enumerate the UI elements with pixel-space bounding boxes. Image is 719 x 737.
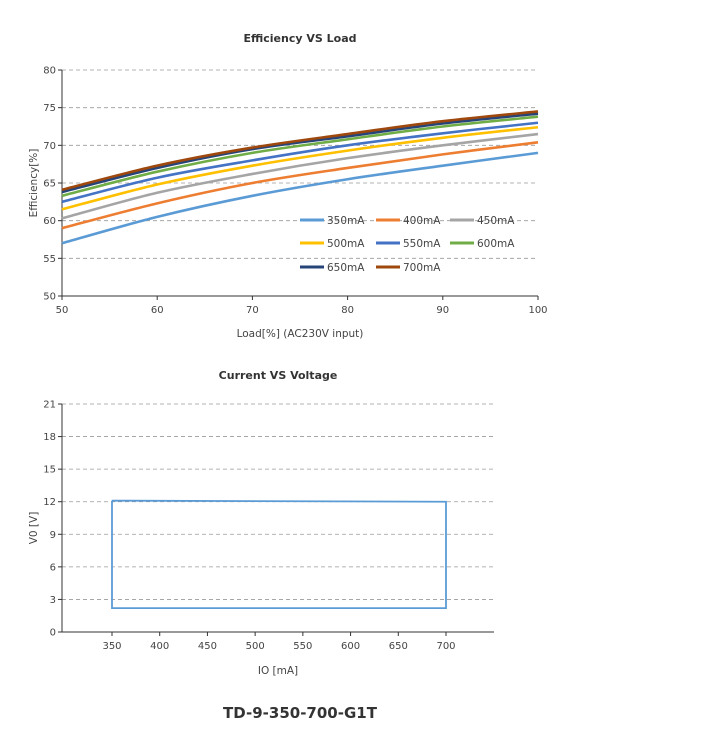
current-voltage-chart: Current VS Voltage 0 3 6 9 12 15 18 21 350 400 450… <box>28 369 494 677</box>
cv-y-tick-label: 12 <box>43 497 56 508</box>
efficiency-x-tick-label: 100 <box>528 305 547 316</box>
cv-x-tick-label: 600 <box>341 641 360 652</box>
cv-x-tick-label: 500 <box>246 641 265 652</box>
legend-label-450mA: 450mA <box>477 215 515 227</box>
efficiency-x-tick-label: 50 <box>56 305 69 316</box>
series-line-600mA <box>61 115 539 198</box>
efficiency-x-tick-label: 60 <box>151 305 164 316</box>
current-voltage-x-axis-label: IO [mA] <box>258 665 298 677</box>
efficiency-chart: Efficiency VS Load 50 55 60 65 70 75 80 50 60 70 8… <box>28 32 548 340</box>
efficiency-y-tick-label: 55 <box>43 254 56 265</box>
efficiency-chart-title: Efficiency VS Load <box>243 32 356 45</box>
operating-window-outline <box>111 499 447 610</box>
legend-label-650mA: 650mA <box>327 262 365 274</box>
series-line-650mA <box>61 112 539 194</box>
cv-x-tick-label: 650 <box>389 641 408 652</box>
efficiency-y-tick-label: 65 <box>43 179 56 190</box>
cv-x-tick-label: 350 <box>102 641 121 652</box>
cv-y-tick-label: 21 <box>43 400 56 411</box>
legend-label-400mA: 400mA <box>403 215 441 227</box>
series-line-450mA <box>61 132 539 220</box>
cv-x-tick-label: 450 <box>198 641 217 652</box>
efficiency-y-tick-label: 80 <box>43 66 56 77</box>
legend-label-600mA: 600mA <box>477 238 515 250</box>
efficiency-y-tick-label: 50 <box>43 292 56 303</box>
series-line-550mA <box>61 121 539 204</box>
cv-y-tick-label: 6 <box>50 562 56 573</box>
legend-label-500mA: 500mA <box>327 238 365 250</box>
efficiency-x-tick-label: 90 <box>436 305 449 316</box>
cv-x-tick-label: 400 <box>150 641 169 652</box>
cv-y-tick-label: 18 <box>43 432 56 443</box>
efficiency-x-tick-label: 70 <box>246 305 259 316</box>
cv-y-tick-label: 0 <box>50 628 56 639</box>
current-voltage-y-axis-label: V0 [V] <box>28 512 40 545</box>
efficiency-x-axis-label: Load[%] (AC230V input) <box>237 328 364 340</box>
cv-y-tick-label: 9 <box>50 530 56 541</box>
efficiency-x-tick-label: 80 <box>341 305 354 316</box>
cv-y-tick-label: 3 <box>50 595 56 606</box>
legend-label-550mA: 550mA <box>403 238 441 250</box>
series-line-700mA <box>61 110 539 192</box>
efficiency-y-tick-label: 75 <box>43 103 56 114</box>
cv-y-tick-label: 15 <box>43 465 56 476</box>
efficiency-y-tick-label: 70 <box>43 141 56 152</box>
series-line-350mA <box>61 151 539 245</box>
legend-label-350mA: 350mA <box>327 215 365 227</box>
current-voltage-chart-title: Current VS Voltage <box>219 369 338 382</box>
efficiency-y-tick-label: 60 <box>43 216 56 227</box>
series-line-500mA <box>61 125 539 211</box>
cv-x-tick-label: 700 <box>436 641 455 652</box>
model-number: TD-9-350-700-G1T <box>223 704 377 722</box>
cv-x-tick-label: 550 <box>293 641 312 652</box>
efficiency-y-axis-label: Efficiency[%] <box>28 149 40 218</box>
series-line-400mA <box>61 141 539 230</box>
legend-label-700mA: 700mA <box>403 262 441 274</box>
